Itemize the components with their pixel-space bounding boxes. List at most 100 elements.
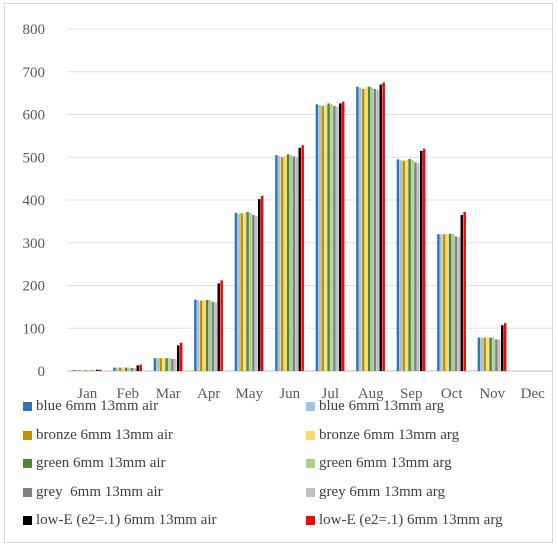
bar (336, 106, 339, 372)
bar (503, 323, 507, 371)
bar (443, 234, 446, 371)
legend-label: grey 6mm 13mm air (36, 483, 163, 500)
y-tick-label: 400 (23, 193, 46, 209)
x-tick-label: Jul (321, 386, 339, 402)
bar (315, 104, 319, 372)
bar (370, 87, 374, 371)
legend-label: blue 6mm 13mm air (36, 398, 159, 414)
bar (202, 300, 206, 371)
bar (460, 214, 464, 371)
bar (281, 157, 284, 371)
bar (341, 101, 345, 372)
bar (234, 212, 238, 371)
legend-item: low-E (e2=.1) 6mm 13mm air (23, 512, 217, 529)
legend-swatch (23, 402, 32, 411)
bar (130, 368, 134, 371)
legend-item: bronze 6mm 13mm air (23, 427, 173, 444)
bar (75, 370, 79, 371)
legend-item: green 6mm 13mm arg (306, 455, 452, 472)
chart-frame: 0 100 200 300 400 500 600 700 800 Jan Feb Mar Apr May… (4, 3, 553, 543)
bar (382, 82, 385, 371)
bar (405, 159, 408, 371)
bar (127, 367, 131, 371)
bar (295, 157, 299, 371)
y-tick-label: 0 (38, 364, 46, 380)
legend-label: low-E (e2=.1) 6mm 13mm arg (319, 512, 503, 528)
legend-swatch (23, 487, 32, 497)
bar (414, 162, 417, 371)
legend-swatch (23, 430, 32, 440)
x-tick-label: Mar (156, 386, 181, 402)
x-tick-label: Jun (279, 386, 300, 402)
bar (379, 84, 383, 371)
bar (451, 233, 455, 371)
bar (327, 103, 330, 371)
bar (78, 370, 82, 371)
bar (162, 358, 165, 371)
bar (124, 367, 128, 371)
bar (402, 160, 406, 371)
y-tick-label: 700 (23, 65, 46, 81)
bar (411, 159, 414, 371)
legend-item: blue 6mm 13mm arg (306, 398, 444, 415)
bar (321, 105, 325, 371)
bar (179, 342, 183, 371)
x-tick-label: Dec (521, 386, 545, 402)
bar (408, 158, 411, 371)
y-tick-label: 100 (23, 321, 46, 337)
bar (255, 215, 258, 371)
bar (174, 359, 177, 371)
legend-swatch (23, 516, 32, 525)
legend-label: bronze 6mm 13mm air (36, 426, 174, 443)
bar (72, 370, 76, 371)
bar (292, 156, 296, 371)
bar (463, 211, 466, 371)
legend-swatch (23, 459, 32, 468)
bar (286, 154, 290, 371)
bar (367, 86, 371, 372)
bar (399, 160, 403, 371)
legend-label: green 6mm 13mm arg (319, 455, 452, 471)
y-tick-label: 500 (23, 150, 46, 166)
bar (477, 337, 481, 371)
bar (121, 367, 125, 371)
bar (362, 88, 365, 371)
legend-swatch (306, 430, 315, 440)
bar (260, 195, 264, 371)
legend-item: green 6mm 13mm air (23, 455, 166, 472)
legend-label: bronze 6mm 13mm arg (319, 426, 460, 443)
bar (249, 212, 252, 371)
bar (457, 237, 461, 371)
x-tick-label: Sep (400, 386, 423, 402)
bar (116, 367, 119, 371)
legend-item: grey 6mm 13mm air (23, 484, 163, 501)
bar (95, 369, 99, 371)
bar (318, 105, 322, 371)
bar (246, 211, 249, 371)
x-tick-label: Nov (479, 386, 505, 402)
legend-swatch (306, 516, 315, 525)
bar (275, 155, 278, 371)
y-tick-label: 600 (23, 108, 46, 124)
bar (330, 104, 333, 372)
bar (364, 87, 368, 371)
legend-item: low-E (e2=.1) 6mm 13mm arg (306, 512, 503, 529)
bar (489, 337, 492, 371)
bar (289, 155, 293, 371)
bar (298, 147, 302, 371)
bar (483, 337, 487, 371)
y-tick-label: 200 (23, 279, 46, 295)
bar (419, 150, 423, 371)
bar (283, 155, 287, 371)
x-tick-label: Oct (441, 386, 463, 402)
bar (133, 368, 137, 371)
bar (356, 86, 359, 372)
y-tick-label: 800 (23, 22, 46, 38)
bar (98, 369, 102, 371)
bar (159, 358, 163, 371)
bar (214, 302, 218, 371)
bar (500, 325, 504, 371)
bar (422, 148, 426, 371)
bar (417, 163, 420, 371)
bar (136, 365, 140, 371)
